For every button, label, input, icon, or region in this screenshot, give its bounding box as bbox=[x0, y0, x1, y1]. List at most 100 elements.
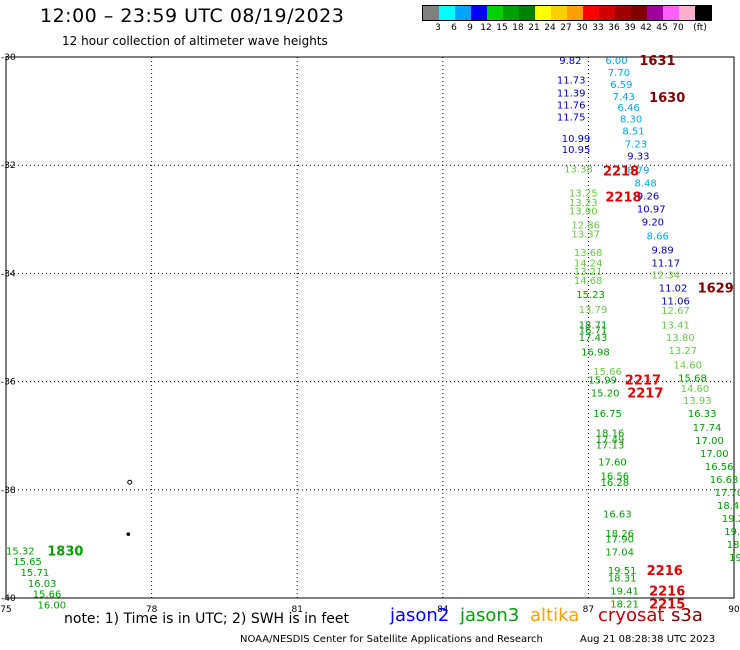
wave-height-label: 12.86 bbox=[571, 221, 600, 232]
pass-time-label: 1629 bbox=[698, 281, 734, 296]
wave-height-label: 15.65 bbox=[13, 557, 42, 568]
wave-height-label: 10.99 bbox=[562, 134, 591, 145]
wave-height-label: 12.34 bbox=[651, 270, 680, 281]
scale-label: 39 bbox=[624, 23, 636, 33]
pass-time-label: 2218 bbox=[603, 165, 639, 180]
scale-swatch bbox=[455, 6, 471, 20]
generated-timestamp: Aug 21 08:28:38 UTC 2023 bbox=[580, 634, 716, 645]
scale-label: 3 bbox=[435, 23, 441, 33]
wave-height-readings: 9.82 6.007.70 11.73 6.59 11.39 7.43 11.76 6.46 1… bbox=[6, 56, 740, 611]
wave-height-label: 17.90 bbox=[605, 534, 634, 545]
wave-height-label: 14.60 bbox=[681, 384, 710, 395]
wave-height-label: 9.33 bbox=[627, 151, 649, 162]
wave-height-label: 17.70 bbox=[715, 488, 740, 499]
wave-height-label: 14.24 bbox=[574, 259, 603, 270]
legend-cryosat: cryosat bbox=[598, 605, 665, 626]
wave-height-label: 16.56 bbox=[705, 462, 734, 473]
wave-height-label: 11.39 bbox=[557, 89, 586, 100]
scale-swatch bbox=[423, 6, 439, 20]
grid-lines bbox=[6, 57, 734, 598]
wave-height-label: 15.23 bbox=[576, 290, 605, 301]
scale-swatch bbox=[695, 6, 711, 20]
y-tick-label: -32 bbox=[1, 161, 16, 171]
pass-time-labels: 1631163022182218162922172217221622162215… bbox=[47, 54, 734, 612]
wave-height-label: 6.46 bbox=[618, 103, 640, 114]
pass-time-label: 2216 bbox=[647, 564, 683, 579]
credit-text: NOAA/NESDIS Center for Satellite Applica… bbox=[240, 634, 543, 645]
wave-height-label: 11.02 bbox=[659, 283, 688, 294]
x-tick-label: 90 bbox=[728, 605, 740, 615]
pass-time-label: 2217 bbox=[627, 386, 663, 401]
scale-label: 33 bbox=[592, 23, 604, 33]
wave-height-label: 13.93 bbox=[683, 396, 712, 407]
scale-label: 6 bbox=[451, 23, 457, 33]
scale-swatch bbox=[471, 6, 487, 20]
wave-height-label: 18.71 bbox=[579, 320, 608, 331]
wave-height-label: 18.49 bbox=[717, 501, 740, 512]
x-tick-label: 87 bbox=[583, 605, 594, 615]
pass-time-label: 1631 bbox=[639, 54, 675, 69]
wave-height-label: 19.51 bbox=[608, 566, 637, 577]
pass-time-label: 1630 bbox=[649, 91, 685, 106]
wave-height-label: 11.06 bbox=[661, 296, 690, 307]
scale-swatch bbox=[439, 6, 455, 20]
wave-height-label: 18.16 bbox=[596, 428, 625, 439]
wave-height-label: 19 bbox=[729, 553, 740, 564]
scale-label: 21 bbox=[528, 23, 540, 33]
scale-label: 27 bbox=[560, 23, 572, 33]
scale-swatch bbox=[519, 6, 535, 20]
wave-height-label: 6.00 bbox=[605, 56, 627, 67]
wave-height-label: 13.80 bbox=[666, 333, 695, 344]
wave-height-label: 13.41 bbox=[661, 320, 690, 331]
y-tick-label: -36 bbox=[1, 378, 16, 388]
wave-height-label: 17.13 bbox=[596, 440, 625, 451]
wave-height-label: 9.20 bbox=[642, 217, 664, 228]
x-tick-label: 75 bbox=[0, 605, 11, 615]
wave-height-label: 19.41 bbox=[610, 586, 639, 597]
wave-height-label: 13.90 bbox=[569, 207, 598, 218]
pass-time-label: 1830 bbox=[47, 544, 83, 559]
legend-s3a: s3a bbox=[671, 605, 703, 626]
wave-height-label: 19. bbox=[724, 527, 740, 538]
wave-height-label: 17.49 bbox=[596, 435, 625, 446]
scale-label: 24 bbox=[544, 23, 556, 33]
y-tick-label: -40 bbox=[1, 594, 16, 604]
y-tick-label: -38 bbox=[1, 486, 16, 496]
wave-height-label: 15.99 bbox=[588, 375, 617, 386]
scale-label: 45 bbox=[656, 23, 668, 33]
pass-time-label: 2217 bbox=[625, 373, 661, 388]
wave-height-label: 18.31 bbox=[608, 573, 637, 584]
wave-height-label: 17.00 bbox=[700, 449, 729, 460]
wave-height-label: 17.00 bbox=[695, 436, 724, 447]
scale-swatch bbox=[599, 6, 615, 20]
scale-swatch bbox=[567, 6, 583, 20]
wave-height-label: 10.97 bbox=[637, 204, 666, 215]
wave-height-label: 13.68 bbox=[574, 248, 603, 259]
island-markers bbox=[126, 479, 133, 536]
chart-title: 12:00 – 23:59 UTC 08/19/2023 bbox=[40, 5, 345, 27]
wave-height-label: 6.59 bbox=[610, 80, 632, 91]
scale-swatch bbox=[631, 6, 647, 20]
wave-height-label: 16.56 bbox=[601, 472, 630, 483]
wave-height-label: 7.23 bbox=[625, 140, 647, 151]
wave-height-label: 13.25 bbox=[569, 188, 598, 199]
scale-label: (ft) bbox=[693, 23, 707, 33]
wave-height-label: 16.33 bbox=[688, 409, 717, 420]
wave-height-label: 13.23 bbox=[569, 198, 598, 209]
scale-swatch bbox=[503, 6, 519, 20]
color-scale-labels: 3 6 9 12 15 18 21 24 27 30 33 36 39 42 45 70 (ft) bbox=[422, 21, 712, 35]
wave-height-label: 15.32 bbox=[6, 546, 35, 557]
plot-frame bbox=[5, 56, 735, 599]
wave-height-label: 17.60 bbox=[598, 458, 627, 469]
wave-height-label: 8.79 bbox=[627, 166, 649, 177]
scale-swatch bbox=[551, 6, 567, 20]
x-tick-label: 84 bbox=[437, 605, 449, 615]
scale-swatch bbox=[535, 6, 551, 20]
wave-height-label: 7.70 bbox=[608, 68, 630, 79]
island-marker bbox=[126, 532, 131, 536]
wave-height-label: 9.89 bbox=[651, 246, 673, 257]
scale-swatch bbox=[663, 6, 679, 20]
wave-height-label: 13.21 bbox=[574, 267, 603, 278]
wave-height-label: 15.68 bbox=[678, 373, 707, 384]
